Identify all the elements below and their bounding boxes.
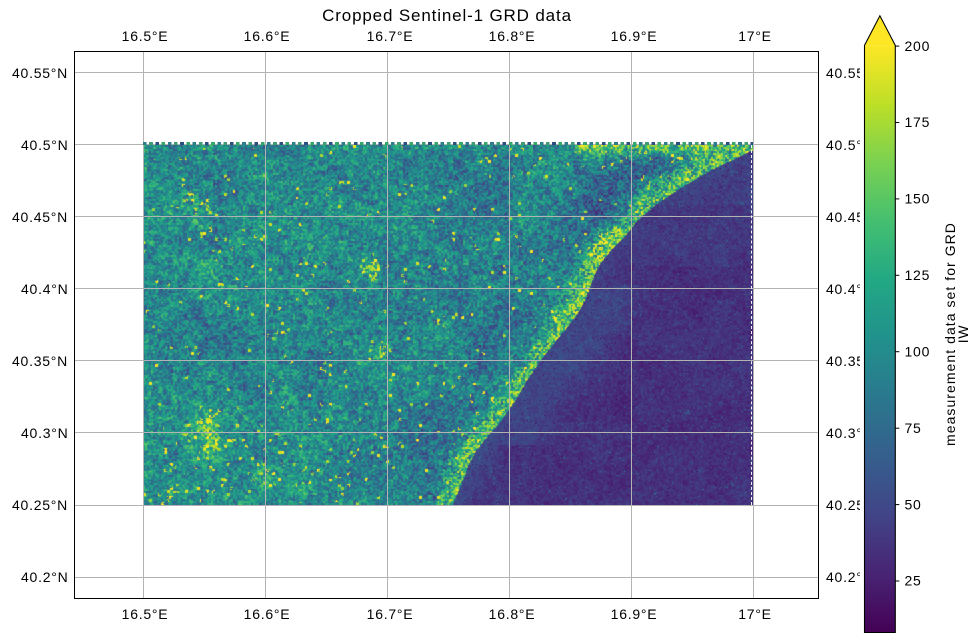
svg-text:150: 150 <box>905 191 931 207</box>
svg-text:25: 25 <box>905 573 922 589</box>
svg-text:125: 125 <box>905 267 931 283</box>
svg-text:IW: IW <box>955 325 971 344</box>
svg-text:measurement data set for GRD: measurement data set for GRD <box>942 222 958 446</box>
svg-text:175: 175 <box>905 114 931 130</box>
svg-text:50: 50 <box>905 496 922 512</box>
svg-text:100: 100 <box>905 343 931 359</box>
svg-text:200: 200 <box>905 38 931 54</box>
svg-text:75: 75 <box>905 420 922 436</box>
